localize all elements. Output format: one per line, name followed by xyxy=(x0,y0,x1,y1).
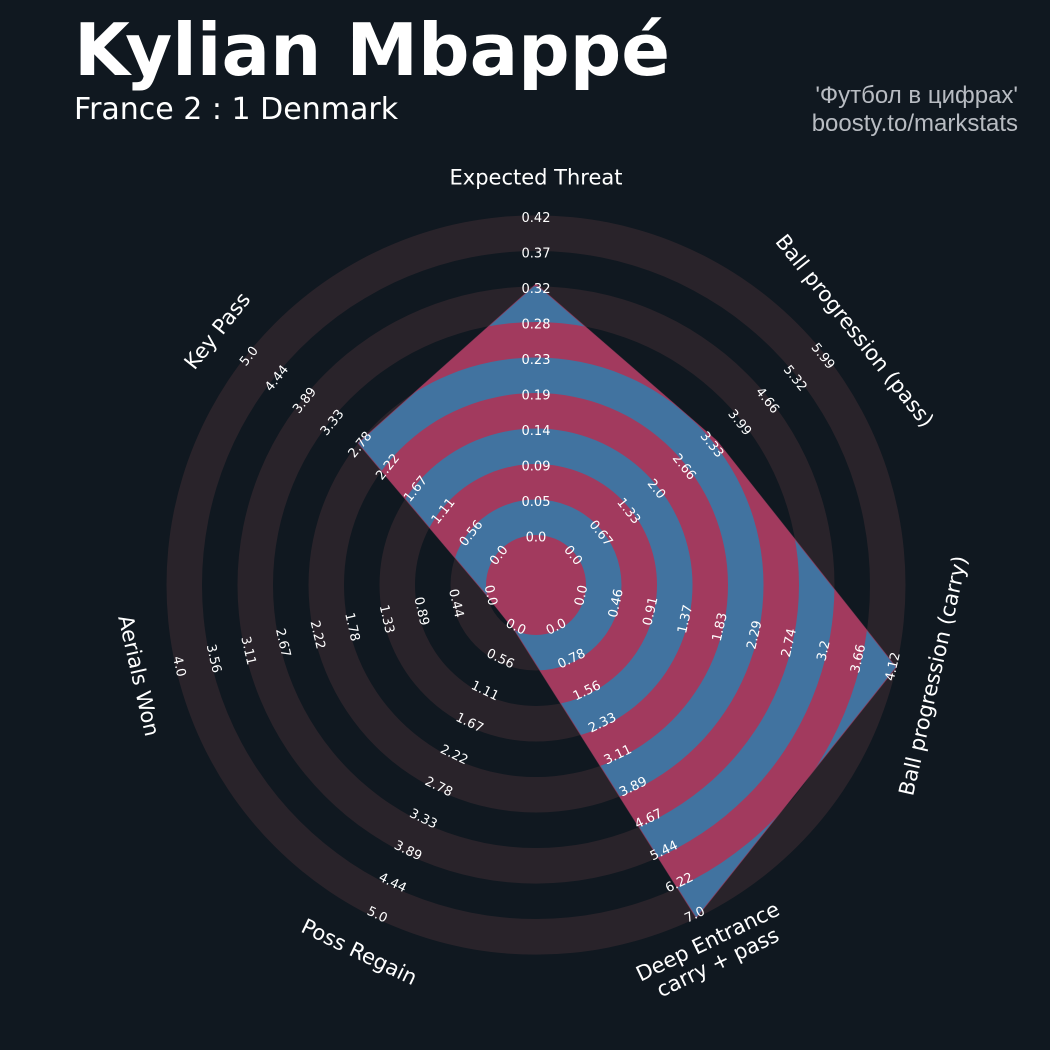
tick-label: 0.46 xyxy=(606,588,627,620)
tick-label: 2.22 xyxy=(307,619,328,651)
tick-label: 4.12 xyxy=(883,651,904,683)
tick-label: 0.05 xyxy=(522,495,551,510)
tick-label: 1.33 xyxy=(376,603,397,635)
tick-label: 4.0 xyxy=(169,655,188,679)
tick-label: 1.83 xyxy=(710,611,731,643)
tick-label: 0.89 xyxy=(410,596,431,628)
page-title: Kylian Mbappé xyxy=(74,8,671,92)
credit-line: 'Футбол в цифрах' xyxy=(815,82,1018,109)
tick-label: 3.56 xyxy=(203,643,224,675)
tick-label: 0.0 xyxy=(526,531,547,546)
tick-label: 0.28 xyxy=(522,318,551,333)
tick-label: 2.67 xyxy=(272,627,293,659)
tick-labels: 0.0 0.05 0.09 0.14 0.19 0.23 0.28 0.32 0.37 0.42 0… xyxy=(169,211,904,926)
tick-label: 0.42 xyxy=(522,211,551,226)
tick-label: 1.37 xyxy=(675,603,696,635)
tick-label: 0.14 xyxy=(522,424,551,439)
parameter-label: Ball progression (carry) xyxy=(894,554,972,798)
tick-label: 0.32 xyxy=(522,282,551,297)
tick-label: 1.78 xyxy=(341,611,362,643)
tick-label: 3.11 xyxy=(237,635,258,667)
tick-label: 2.74 xyxy=(779,627,800,659)
tick-label: 3.2 xyxy=(814,639,833,663)
tick-label: 2.29 xyxy=(744,619,765,651)
parameter-label: Aerials Won xyxy=(113,613,164,739)
tick-label: 0.44 xyxy=(445,588,466,620)
tick-label: 3.66 xyxy=(848,643,869,675)
parameter-label: Expected Threat xyxy=(450,166,623,190)
credit-link: boosty.to/markstats xyxy=(811,110,1018,137)
match-subtitle: France 2 : 1 Denmark xyxy=(74,92,399,127)
tick-label: 0.37 xyxy=(522,247,551,262)
player-area-band xyxy=(486,535,586,635)
tick-label: 0.0 xyxy=(481,584,500,608)
tick-label: 0.91 xyxy=(640,596,661,628)
tick-label: 0.19 xyxy=(522,389,551,404)
tick-label: 0.23 xyxy=(522,353,551,368)
player-outline xyxy=(357,283,897,919)
tick-label: 0.09 xyxy=(522,460,551,475)
tick-label: 0.0 xyxy=(572,584,591,608)
